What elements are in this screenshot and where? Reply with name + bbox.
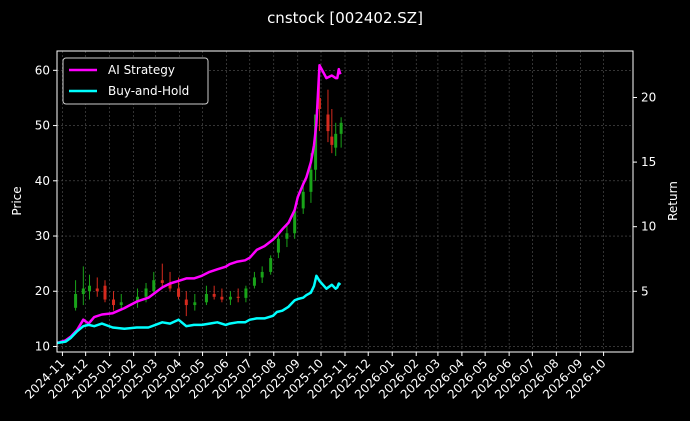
- candle-body: [136, 296, 140, 303]
- candle-body: [212, 294, 216, 297]
- y-tick-label: 30: [35, 229, 50, 243]
- candle-body: [334, 133, 338, 148]
- series-line-ai-strategy: [56, 63, 342, 345]
- y-tick-label: 60: [35, 63, 50, 77]
- candle-body: [81, 288, 85, 295]
- candle-body: [193, 302, 197, 306]
- candle-body: [168, 282, 172, 289]
- candle-body: [330, 136, 334, 145]
- y2-tick-label: 15: [641, 155, 656, 169]
- candle-body: [152, 280, 156, 292]
- candle-body: [95, 288, 99, 292]
- candle-body: [293, 211, 297, 234]
- candle-body: [285, 233, 289, 239]
- y-tick-label: 20: [35, 284, 50, 298]
- candle-body: [103, 285, 107, 300]
- candle-body: [144, 288, 148, 297]
- candle-body: [160, 280, 164, 283]
- candle-body: [260, 271, 264, 278]
- y-tick-label: 10: [35, 339, 50, 353]
- legend-label-ai-strategy: AI Strategy: [108, 63, 175, 77]
- candle-body: [317, 97, 321, 109]
- y2-tick-label: 20: [641, 91, 656, 105]
- series-line-buy-and-hold: [56, 274, 342, 345]
- left-axis: 10 20 30 40 50 60: [35, 63, 57, 353]
- legend-box: [62, 57, 209, 105]
- legend-label-buy-and-hold: Buy-and-Hold: [108, 84, 189, 98]
- candlesticks: [74, 67, 343, 317]
- candle-body: [88, 285, 92, 292]
- series-lines: [56, 63, 342, 345]
- y2-tick-label: 5: [641, 284, 649, 298]
- candle-body: [301, 191, 305, 209]
- legend: AI Strategy Buy-and-Hold: [62, 57, 209, 105]
- candle-body: [204, 294, 208, 303]
- y2-axis-label: Return: [666, 181, 680, 221]
- y-axis-label: Price: [10, 186, 24, 215]
- candle-body: [339, 122, 343, 134]
- y-tick-label: 50: [35, 119, 50, 133]
- candle-body: [244, 288, 248, 298]
- candle-body: [184, 299, 188, 306]
- candle-body: [119, 302, 123, 306]
- candle-body: [269, 258, 273, 272]
- candle-body: [220, 296, 224, 300]
- y-tick-label: 40: [35, 174, 50, 188]
- candle-body: [252, 277, 256, 286]
- right-axis: 5 10 15 20: [633, 91, 656, 298]
- chart-title: cnstock [002402.SZ]: [267, 9, 423, 27]
- candle-body: [74, 294, 78, 308]
- y2-tick-label: 10: [641, 220, 656, 234]
- candle-body: [326, 114, 330, 132]
- candle-body: [112, 299, 116, 306]
- candle-body: [276, 238, 280, 253]
- candle-body: [236, 296, 240, 298]
- candle-body: [228, 296, 232, 300]
- candle-body: [177, 288, 181, 297]
- candle-body: [309, 169, 313, 192]
